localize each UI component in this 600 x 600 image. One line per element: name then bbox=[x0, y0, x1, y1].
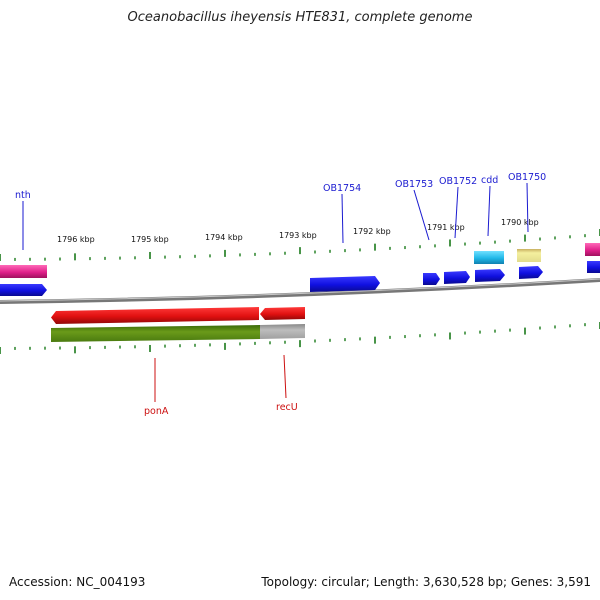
gene-ob1752[interactable] bbox=[444, 271, 470, 284]
gene-label-cdd[interactable]: cdd bbox=[481, 175, 498, 186]
scale-label-1791: 1791 kbp bbox=[427, 223, 465, 232]
gene-cdd-cyan[interactable] bbox=[474, 251, 504, 264]
scale-label-1794: 1794 kbp bbox=[205, 233, 243, 242]
gene-ob1754[interactable] bbox=[310, 276, 380, 292]
gene-nth-pink[interactable] bbox=[0, 265, 47, 278]
gene-label-ob1754[interactable]: OB1754 bbox=[323, 183, 361, 194]
gene-recu-gray[interactable] bbox=[260, 324, 305, 339]
callout-line-cdd bbox=[487, 185, 491, 237]
callout-line-ob1754 bbox=[341, 193, 344, 244]
gene-pona[interactable] bbox=[51, 307, 259, 324]
gene-cdd[interactable] bbox=[475, 269, 505, 282]
gene-ob1750-yellow[interactable] bbox=[517, 249, 541, 262]
gene-label-ob1750[interactable]: OB1750 bbox=[508, 172, 546, 183]
callout-line-ob1753 bbox=[413, 189, 430, 241]
scale-label-1792: 1792 kbp bbox=[353, 227, 391, 236]
gene-edge-blue[interactable] bbox=[587, 261, 600, 273]
genome-backbone bbox=[0, 278, 600, 304]
upper-scale-ticks bbox=[0, 229, 600, 261]
gene-label-nth[interactable]: nth bbox=[15, 190, 31, 201]
topology-text: Topology: circular; Length: 3,630,528 bp… bbox=[261, 575, 591, 589]
gene-ob1750[interactable] bbox=[519, 266, 543, 279]
gene-label-ob1752[interactable]: OB1752 bbox=[439, 176, 477, 187]
gene-nth[interactable] bbox=[0, 284, 47, 296]
gene-label-ob1753[interactable]: OB1753 bbox=[395, 179, 433, 190]
accession-text: Accession: NC_004193 bbox=[9, 575, 146, 589]
gene-recu[interactable] bbox=[260, 307, 305, 320]
scale-label-1793: 1793 kbp bbox=[279, 231, 317, 240]
callout-line-ob1752 bbox=[454, 186, 459, 239]
scale-label-1796: 1796 kbp bbox=[57, 235, 95, 244]
gene-label-recu[interactable]: recU bbox=[276, 402, 298, 413]
lower-scale-ticks bbox=[0, 322, 600, 354]
callout-line-ob1750 bbox=[526, 182, 529, 233]
callout-line-recu bbox=[283, 354, 287, 399]
map-title: Oceanobacillus iheyensis HTE831, complet… bbox=[127, 10, 473, 25]
genome-backbone-highlight bbox=[0, 278, 600, 302]
scale-label-1790: 1790 kbp bbox=[501, 218, 539, 227]
gene-ob1753[interactable] bbox=[423, 273, 440, 285]
gene-edge-pink[interactable] bbox=[585, 243, 600, 256]
gene-pona-olive[interactable] bbox=[51, 325, 260, 342]
gene-label-pona[interactable]: ponA bbox=[144, 406, 169, 417]
scale-label-1795: 1795 kbp bbox=[131, 235, 169, 244]
